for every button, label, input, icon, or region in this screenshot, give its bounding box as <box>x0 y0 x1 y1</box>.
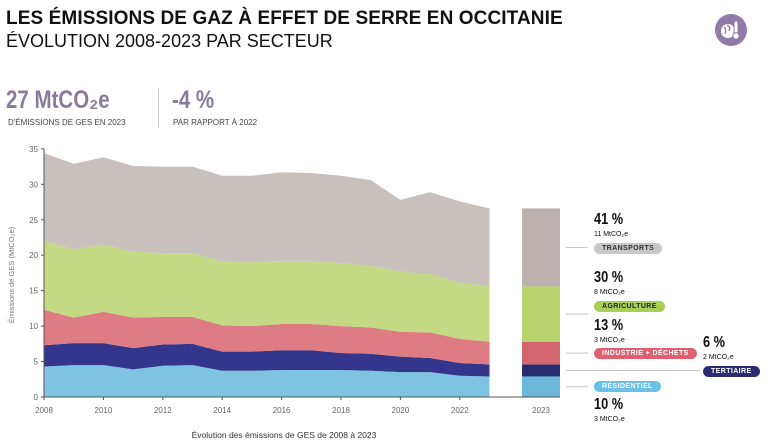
y-tick-label: 35 <box>29 145 38 154</box>
bar-2023-résidentiel <box>522 376 560 397</box>
annotation-mt-industrie: 3 MtCO₂e <box>594 337 625 344</box>
bar-2023-transports <box>522 208 560 287</box>
x-tick-label: 2012 <box>154 406 172 415</box>
legend-pill-agriculture: AGRICULTURE <box>594 301 665 312</box>
annotation-pct-agriculture: 30 % <box>594 269 624 286</box>
x-tick-label: 2018 <box>332 406 350 415</box>
legend-pill-industrie: INDUSTRIE + DÉCHETS <box>594 348 697 359</box>
x-tick-label: 2010 <box>95 406 113 415</box>
annotation-mt-agriculture: 8 MtCO₂e <box>594 289 625 296</box>
globe-thermometer-icon <box>715 14 747 46</box>
bar-2023-industrie-déchets <box>522 341 560 365</box>
y-tick-label: 15 <box>29 287 38 296</box>
y-tick-label: 5 <box>34 358 39 367</box>
x-tick-label: 2016 <box>273 406 291 415</box>
y-tick-label: 0 <box>34 393 39 402</box>
y-tick-label: 10 <box>29 322 38 331</box>
annotation-mt-tertiaire: 2 MtCO₂e <box>703 354 734 361</box>
x-tick-label: 2020 <box>392 406 410 415</box>
page-subtitle: ÉVOLUTION 2008-2023 PAR SECTEUR <box>6 31 333 51</box>
area-transports <box>44 153 490 287</box>
x-tick-label: 2022 <box>451 406 469 415</box>
legend-pill-tertiaire: TERTIAIRE <box>703 366 760 377</box>
bar-2023-tertiaire <box>522 364 560 377</box>
kpi-change-label: PAR RAPPORT À 2022 <box>173 118 258 127</box>
annotation-pct-industrie: 13 % <box>594 317 624 334</box>
x-tick-label: 2008 <box>35 406 53 415</box>
annotation-pct-tertiaire: 6 % <box>703 334 726 351</box>
kpi-total-value: 27 MtCO₂e <box>6 86 110 114</box>
area-industrie-déchets <box>44 309 490 365</box>
annotation-pct-transports: 41 % <box>594 211 624 228</box>
y-tick-label: 20 <box>29 251 38 260</box>
annotation-mt-transports: 11 MtCO₂e <box>594 231 629 238</box>
y-tick-label: 30 <box>29 180 38 189</box>
page-title: LES ÉMISSIONS DE GAZ À EFFET DE SERRE EN… <box>6 8 563 29</box>
kpi-divider <box>158 88 159 128</box>
legend-pill-residentiel: RÉSIDENTIEL <box>594 381 661 392</box>
bar-x-label: 2023 <box>532 406 550 415</box>
kpi-change-value: -4 % <box>172 86 215 114</box>
area-agriculture <box>44 241 490 342</box>
legend-pill-transports: TRANSPORTS <box>594 243 663 254</box>
kpi-total-label: D'ÉMISSIONS DE GES EN 2023 <box>8 118 126 127</box>
area-tertiaire <box>44 343 490 377</box>
annotation-mt-residentiel: 3 MtCO₂e <box>594 416 625 423</box>
area-résidentiel <box>44 365 490 397</box>
y-axis-title: Émissions de GES (MtCO₂e) <box>7 226 16 323</box>
bar-2023-agriculture <box>522 286 560 342</box>
x-axis-title: Évolution des émissions de GES de 2008 à… <box>192 430 377 440</box>
y-tick-label: 25 <box>29 216 38 225</box>
x-tick-label: 2014 <box>213 406 231 415</box>
annotation-pct-residentiel: 10 % <box>594 396 624 413</box>
